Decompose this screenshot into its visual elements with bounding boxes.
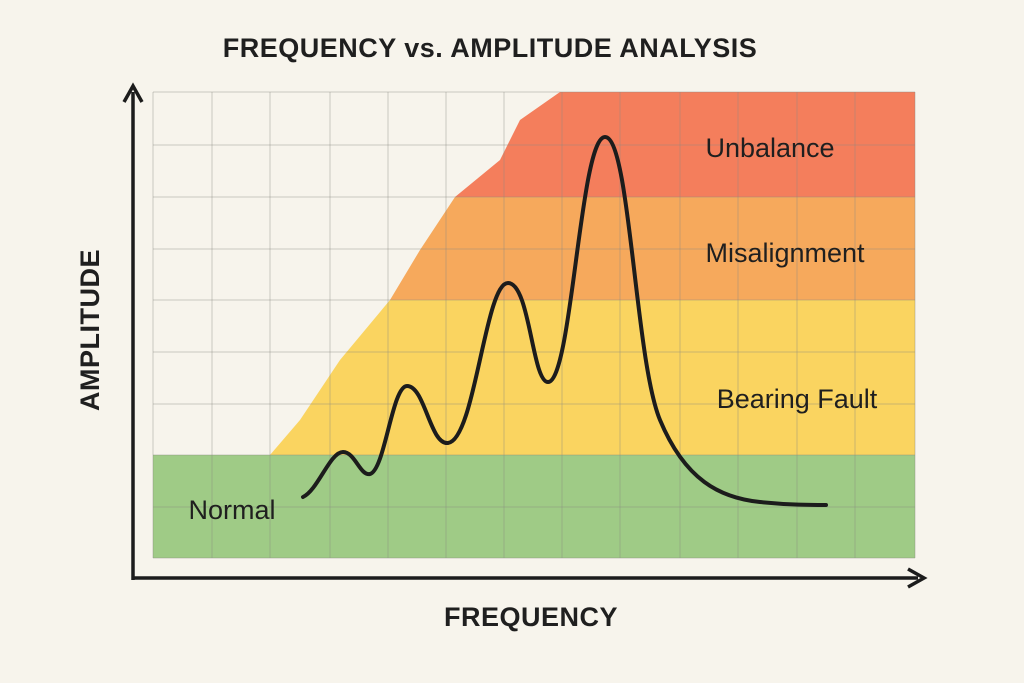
- y-axis-label: AMPLITUDE: [75, 249, 105, 411]
- y-arrow: [122, 82, 144, 103]
- x-axis-label: FREQUENCY: [444, 602, 618, 632]
- zone-label: Misalignment: [705, 238, 865, 268]
- zone-normal: [153, 455, 915, 558]
- grid: [152, 91, 916, 559]
- zones: [153, 92, 915, 558]
- x-arrow: [907, 567, 928, 589]
- title: FREQUENCY vs. AMPLITUDE ANALYSIS: [223, 33, 758, 63]
- zone-label: Unbalance: [705, 133, 834, 163]
- signal-curve: [301, 134, 828, 507]
- zone-label: Normal: [188, 495, 275, 525]
- zone-label: Bearing Fault: [717, 384, 878, 414]
